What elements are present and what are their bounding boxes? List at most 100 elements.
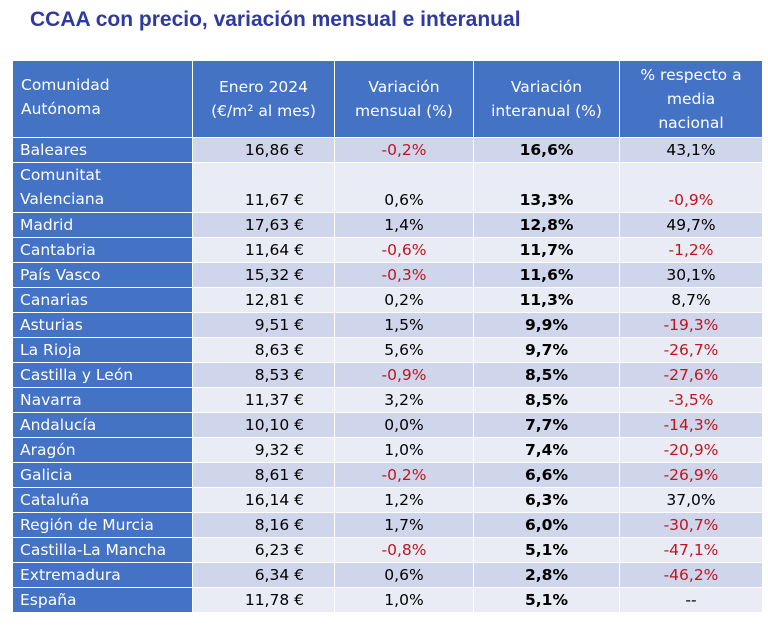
monthly-variation-cell: 0,0% xyxy=(334,412,474,438)
header-line: nacional xyxy=(658,114,724,132)
region-cell: Navarra xyxy=(12,387,193,413)
table-row: Aragón 9,32 €1,0% 7,4% -20,9% xyxy=(12,437,763,463)
national-comparison-cell: 37,0% xyxy=(619,487,763,513)
price-cell: 9,51 € xyxy=(192,312,335,338)
region-cell: Andalucía xyxy=(12,412,193,438)
region-cell: Castilla y León xyxy=(12,362,193,388)
column-header-monthly: Variación mensual (%) xyxy=(334,60,474,138)
national-comparison-cell: 43,1% xyxy=(619,137,763,163)
yearly-variation-cell: 12,8% xyxy=(473,212,620,238)
price-cell: 8,16 € xyxy=(192,512,335,538)
national-comparison-cell: -3,5% xyxy=(619,387,763,413)
yearly-variation-cell: 8,5% xyxy=(473,387,620,413)
price-cell: 11,78 € xyxy=(192,587,335,613)
yearly-variation-cell: 7,7% xyxy=(473,412,620,438)
price-cell: 8,63 € xyxy=(192,337,335,363)
region-cell: País Vasco xyxy=(12,262,193,288)
national-comparison-cell: -0,9% xyxy=(619,162,763,213)
monthly-variation-cell: -0,9% xyxy=(334,362,474,388)
column-header-price: Enero 2024 (€/m² al mes) xyxy=(192,60,335,138)
table-row: Navarra 11,37 €3,2% 8,5% -3,5% xyxy=(12,387,763,413)
national-comparison-cell: -30,7% xyxy=(619,512,763,538)
national-comparison-cell: -19,3% xyxy=(619,312,763,338)
yearly-variation-cell: 9,9% xyxy=(473,312,620,338)
national-comparison-cell: -1,2% xyxy=(619,237,763,263)
yearly-variation-cell: 11,7% xyxy=(473,237,620,263)
column-header-region: Comunidad Autónoma xyxy=(12,60,193,138)
national-comparison-cell: -47,1% xyxy=(619,537,763,563)
monthly-variation-cell: 3,2% xyxy=(334,387,474,413)
price-cell: 11,67 € xyxy=(192,162,335,213)
header-line: Variación xyxy=(368,78,440,96)
header-line: Enero 2024 xyxy=(218,78,309,96)
region-cell: Canarias xyxy=(12,287,193,313)
region-cell: Aragón xyxy=(12,437,193,463)
yearly-variation-cell: 2,8% xyxy=(473,562,620,588)
header-line: Comunidad xyxy=(21,76,110,94)
table-row: España 11,78 €1,0% 5,1% -- xyxy=(12,587,763,613)
table-row: Asturias 9,51 €1,5% 9,9% -19,3% xyxy=(12,312,763,338)
monthly-variation-cell: 0,6% xyxy=(334,562,474,588)
table-row: Castilla-La Mancha 6,23 € -0,8% 5,1% -47,1% xyxy=(12,537,763,563)
price-cell: 15,32 € xyxy=(192,262,335,288)
column-header-national: % respecto a media nacional xyxy=(619,60,763,138)
regions-table: Comunidad Autónoma Enero 2024 (€/m² al m… xyxy=(12,60,763,613)
table-row: Extremadura 6,34 €0,6% 2,8% -46,2% xyxy=(12,562,763,588)
region-cell: Baleares xyxy=(12,137,193,163)
table-row: Cantabria 11,64 € -0,6% 11,7% -1,2% xyxy=(12,237,763,263)
table-row: Galicia 8,61 € -0,2% 6,6% -26,9% xyxy=(12,462,763,488)
table-header-row: Comunidad Autónoma Enero 2024 (€/m² al m… xyxy=(12,60,763,138)
region-cell: La Rioja xyxy=(12,337,193,363)
national-comparison-cell: 8,7% xyxy=(619,287,763,313)
price-cell: 16,14 € xyxy=(192,487,335,513)
national-comparison-cell: -46,2% xyxy=(619,562,763,588)
monthly-variation-cell: 5,6% xyxy=(334,337,474,363)
national-comparison-cell: -- xyxy=(619,587,763,613)
region-cell: Cantabria xyxy=(12,237,193,263)
national-comparison-cell: -27,6% xyxy=(619,362,763,388)
yearly-variation-cell: 8,5% xyxy=(473,362,620,388)
yearly-variation-cell: 16,6% xyxy=(473,137,620,163)
table-row: Cataluña 16,14 €1,2% 6,3% 37,0% xyxy=(12,487,763,513)
header-line: interanual (%) xyxy=(491,102,602,120)
monthly-variation-cell: 1,4% xyxy=(334,212,474,238)
price-cell: 11,37 € xyxy=(192,387,335,413)
region-cell: Extremadura xyxy=(12,562,193,588)
column-header-yearly: Variación interanual (%) xyxy=(473,60,620,138)
price-cell: 8,61 € xyxy=(192,462,335,488)
header-line: Variación xyxy=(510,78,583,96)
monthly-variation-cell: 1,0% xyxy=(334,437,474,463)
national-comparison-cell: -14,3% xyxy=(619,412,763,438)
monthly-variation-cell: 1,2% xyxy=(334,487,474,513)
header-line: % respecto a xyxy=(640,66,742,84)
yearly-variation-cell: 11,6% xyxy=(473,262,620,288)
yearly-variation-cell: 6,3% xyxy=(473,487,620,513)
monthly-variation-cell: 0,2% xyxy=(334,287,474,313)
table-row: La Rioja 8,63 €5,6% 9,7% -26,7% xyxy=(12,337,763,363)
national-comparison-cell: 49,7% xyxy=(619,212,763,238)
header-line: Autónoma xyxy=(21,100,101,118)
monthly-variation-cell: 1,7% xyxy=(334,512,474,538)
region-cell: Comunitat Valenciana xyxy=(12,162,193,213)
monthly-variation-cell: 1,5% xyxy=(334,312,474,338)
price-cell: 16,86 € xyxy=(192,137,335,163)
national-comparison-cell: -26,7% xyxy=(619,337,763,363)
region-cell: España xyxy=(12,587,193,613)
price-cell: 17,63 € xyxy=(192,212,335,238)
yearly-variation-cell: 5,1% xyxy=(473,537,620,563)
price-cell: 6,34 € xyxy=(192,562,335,588)
region-cell: Cataluña xyxy=(12,487,193,513)
yearly-variation-cell: 5,1% xyxy=(473,587,620,613)
national-comparison-cell: 30,1% xyxy=(619,262,763,288)
monthly-variation-cell: 1,0% xyxy=(334,587,474,613)
table-row: Castilla y León 8,53 € -0,9% 8,5% -27,6% xyxy=(12,362,763,388)
yearly-variation-cell: 9,7% xyxy=(473,337,620,363)
region-cell: Galicia xyxy=(12,462,193,488)
table-row: Comunitat Valenciana 11,67 €0,6% 13,3% -0,9… xyxy=(12,162,763,213)
header-line: mensual (%) xyxy=(355,102,453,120)
price-cell: 6,23 € xyxy=(192,537,335,563)
region-cell: Madrid xyxy=(12,212,193,238)
price-cell: 11,64 € xyxy=(192,237,335,263)
price-cell: 10,10 € xyxy=(192,412,335,438)
region-cell: Castilla-La Mancha xyxy=(12,537,193,563)
